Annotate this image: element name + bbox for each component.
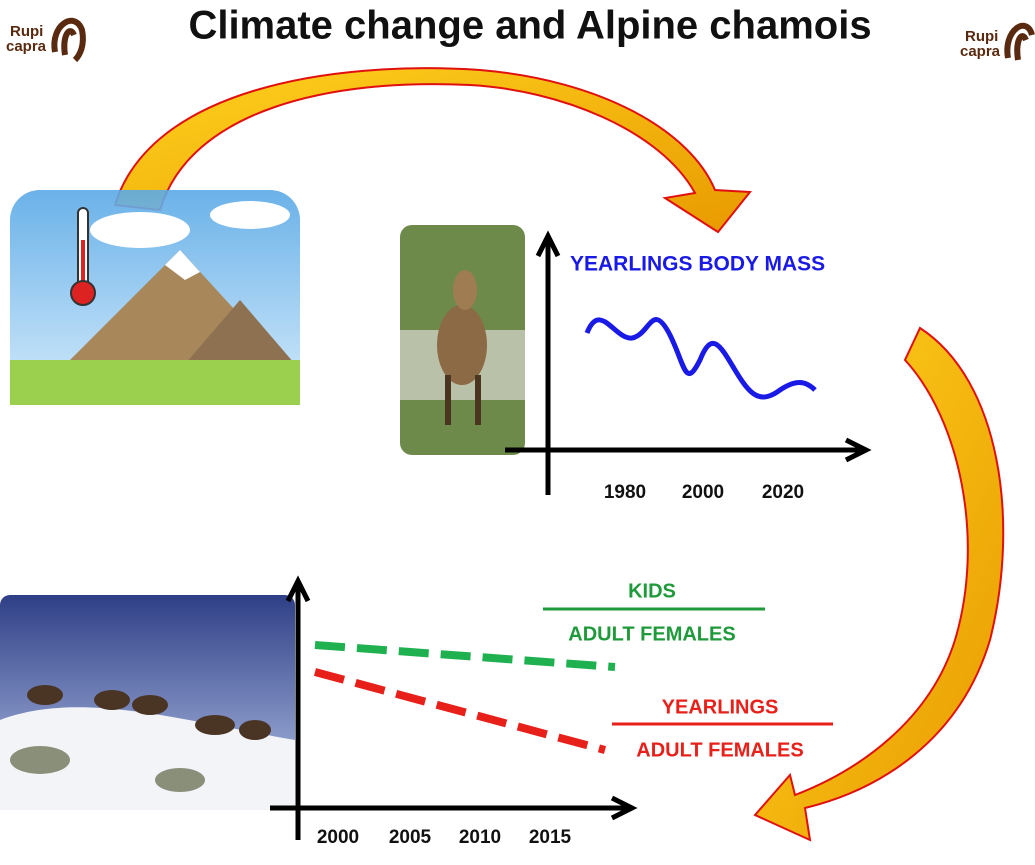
title: Climate change and Alpine chamois — [188, 4, 871, 48]
arrow-right — [753, 326, 1005, 842]
x-label: 2015 — [529, 827, 572, 848]
logo-right: Rupi capra — [960, 22, 1035, 61]
y-axis — [285, 575, 311, 840]
logo-text: capra — [960, 43, 1001, 60]
x-label: 2005 — [389, 827, 432, 848]
chamois-image — [400, 225, 525, 455]
ratio-numerator: YEARLINGS — [662, 696, 779, 718]
yearlings-trend — [313, 668, 607, 754]
x-label: 1980 — [604, 482, 646, 503]
x-axis — [505, 437, 872, 463]
x-label: 2020 — [762, 482, 804, 503]
logo-text: Rupi — [10, 23, 43, 40]
graph-label: YEARLINGS BODY MASS — [570, 253, 825, 276]
kids-trend — [314, 641, 616, 671]
x-label: 2010 — [459, 827, 501, 848]
logo-left: Rupi capra — [6, 17, 86, 63]
logo-text: capra — [6, 38, 47, 55]
ratio-numerator: KIDS — [628, 580, 676, 602]
top-graph: YEARLINGS BODY MASS — [505, 230, 872, 495]
ratio-denominator: ADULT FEMALES — [636, 739, 803, 761]
mountain-image — [10, 190, 300, 405]
x-axis — [270, 795, 638, 821]
y-axis — [535, 230, 561, 495]
ratio-denominator: ADULT FEMALES — [568, 623, 735, 645]
logo-text: Rupi — [965, 28, 998, 45]
herd-image — [0, 595, 295, 810]
x-label: 2000 — [317, 827, 359, 848]
body-mass-curve — [584, 317, 817, 400]
arrow-top — [113, 67, 752, 234]
bottom-graph: KIDS ADULT FEMALES YEARLINGS ADULT FEMAL… — [270, 575, 833, 840]
x-label: 2000 — [682, 482, 724, 503]
